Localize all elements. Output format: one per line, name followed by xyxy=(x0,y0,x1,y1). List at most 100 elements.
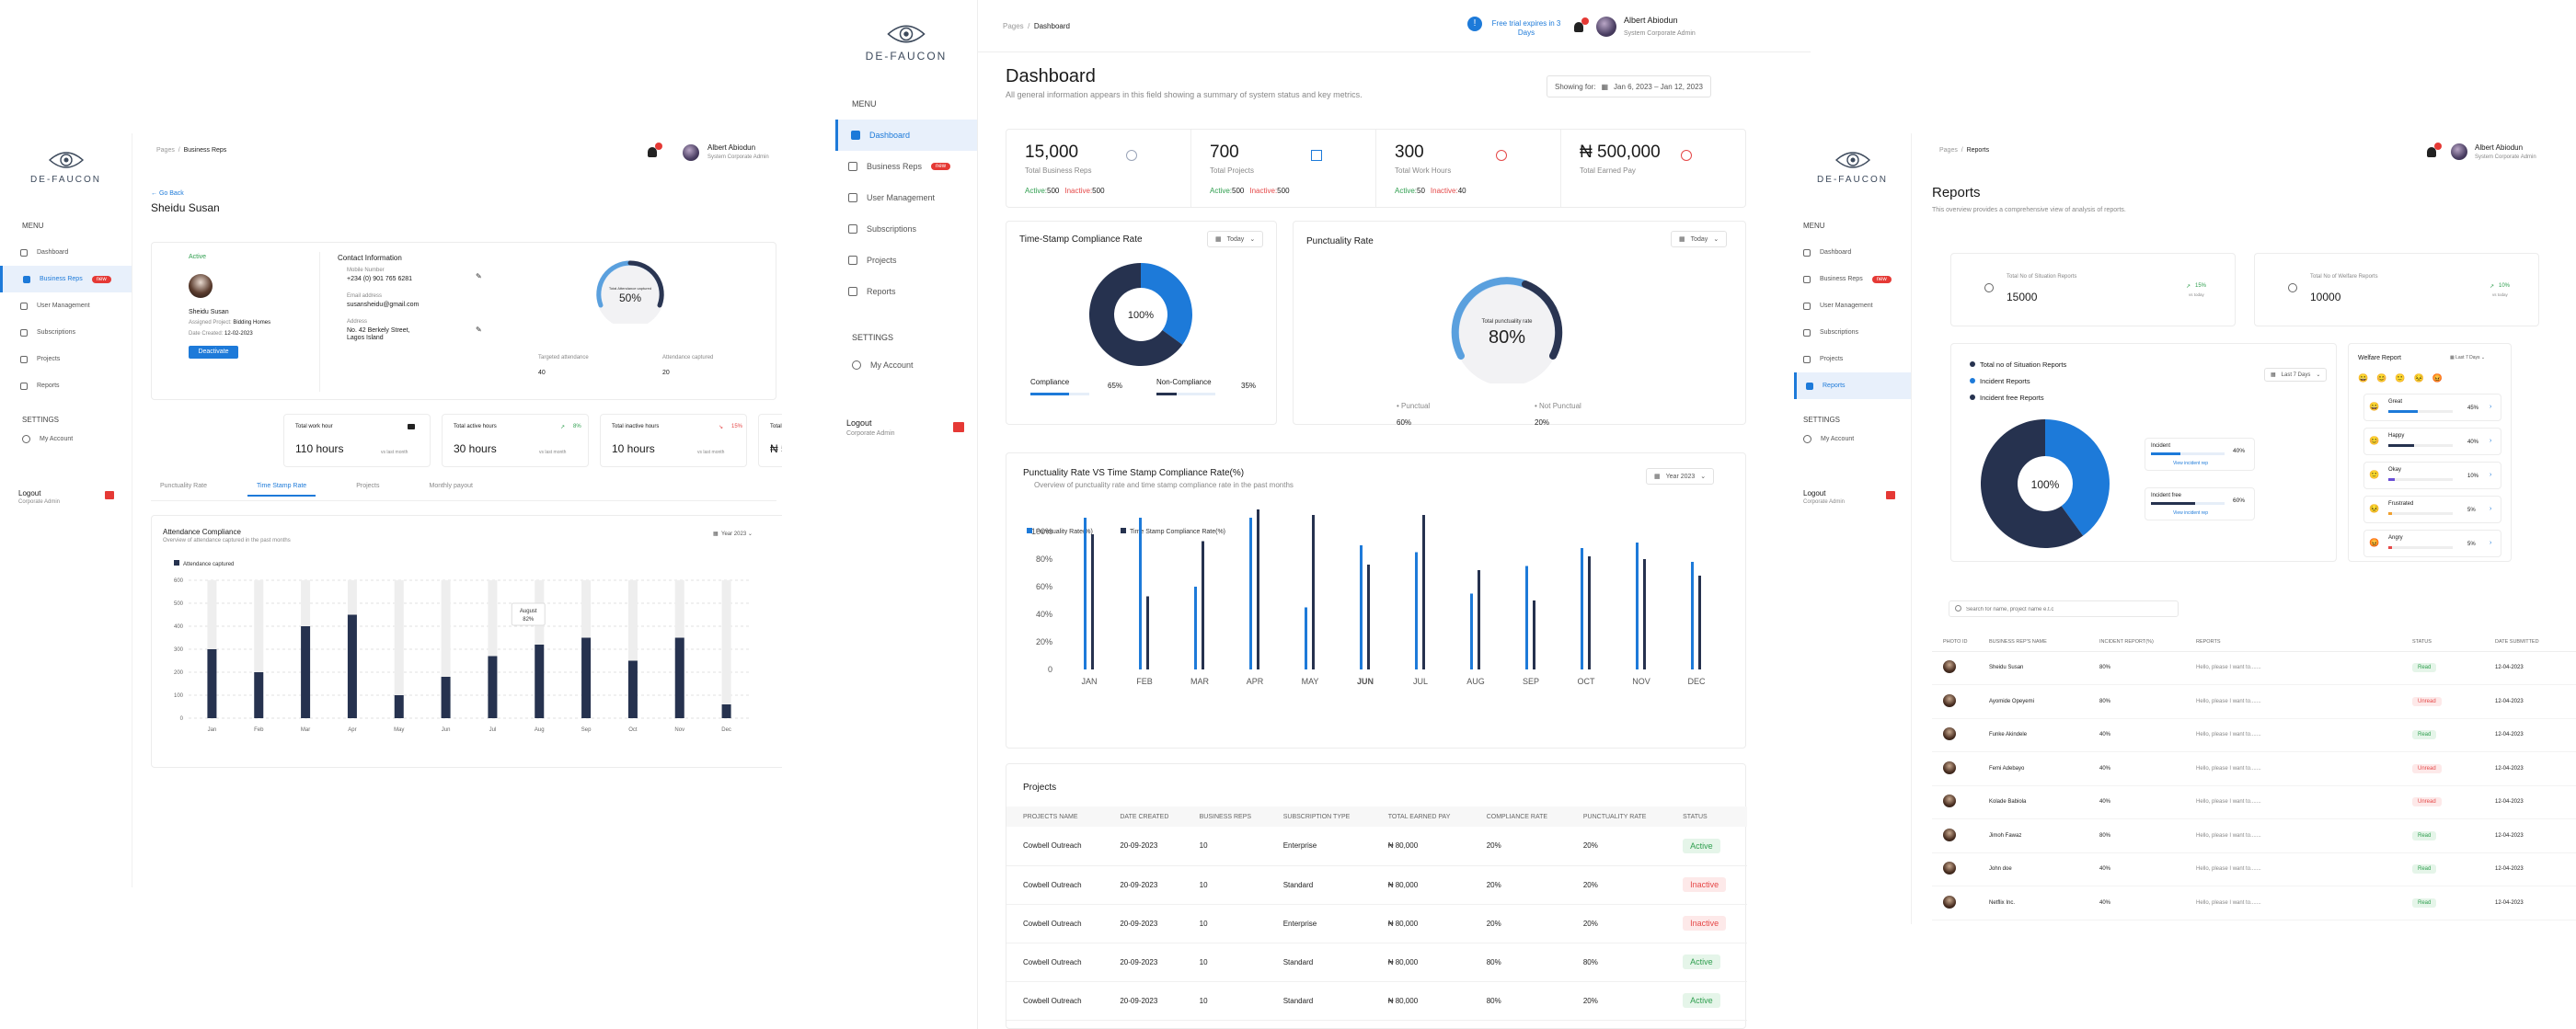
chevron-right-icon[interactable]: › xyxy=(2490,540,2492,546)
table-row[interactable]: Femi Adebayo 40% Hello, please I want to..… xyxy=(1932,752,2576,785)
punctuality-gauge: Total punctuality rate 80% xyxy=(1451,277,1563,383)
breadcrumb: Pages / Reports xyxy=(1939,147,1990,154)
x-tick-label: JAN xyxy=(1081,677,1097,686)
table-row[interactable]: Funke Akindele 40% Hello, please I want to… xyxy=(1932,718,2576,752)
go-back-link[interactable]: ← Go Back xyxy=(151,190,184,197)
column-header: REPORTS xyxy=(2196,638,2221,645)
logout-block[interactable]: Logout Corporate Admin xyxy=(846,418,964,437)
nav-reports[interactable]: Reports xyxy=(1794,372,1911,399)
welfare-label: Okay xyxy=(2388,467,2402,473)
chevron-right-icon[interactable]: › xyxy=(2490,506,2492,512)
bar-background xyxy=(627,580,638,718)
ts-title: Time-Stamp Compliance Rate xyxy=(1019,234,1143,245)
photo-avatar xyxy=(1943,660,1956,674)
incident-free-bar xyxy=(2151,502,2225,505)
avatar[interactable] xyxy=(1596,17,1616,37)
bar xyxy=(1146,596,1149,669)
users-icon xyxy=(1984,283,1994,292)
column-header[interactable]: BUSINESS REP'S NAME xyxy=(1989,638,2047,645)
bar xyxy=(1470,593,1473,669)
pr-filter[interactable]: ▦ Today ⌄ xyxy=(1671,231,1728,247)
incident-free-link[interactable]: View incident rep xyxy=(2173,510,2208,516)
tab-punctuality-rate[interactable]: Punctuality Rate xyxy=(160,483,207,489)
x-tick-label: JUN xyxy=(1357,677,1374,686)
chevron-right-icon[interactable]: › xyxy=(2490,438,2492,444)
nav-subscriptions[interactable]: Subscriptions xyxy=(835,213,977,245)
chevron-right-icon[interactable]: › xyxy=(2490,404,2492,410)
notification-bell-icon[interactable] xyxy=(1574,17,1589,32)
table-row[interactable]: Ayomide Opeyemi 80% Hello, please I want t… xyxy=(1932,685,2576,718)
avatar[interactable] xyxy=(2451,143,2467,160)
nav-business-reps[interactable]: Business Reps new xyxy=(835,151,977,182)
table-row[interactable]: Sheidu Susan 80% Hello, please I want to..… xyxy=(1932,651,2576,685)
notification-bell-icon[interactable] xyxy=(648,143,662,157)
table-row[interactable]: Cowbell Outreach 20-09-2023 10 Enterprise ₦ … xyxy=(1006,904,1747,943)
incident-link[interactable]: View incident rep xyxy=(2173,461,2208,466)
welfare-label: Frustrated xyxy=(2388,501,2414,507)
avatar[interactable] xyxy=(683,144,699,161)
column-header: COMPLIANCE RATE xyxy=(1486,813,1548,820)
kpi-note: vs today xyxy=(2492,292,2508,297)
tab-monthly-payout[interactable]: Monthly payout xyxy=(429,483,473,489)
welfare-filter[interactable]: ▦ Last 7 Days ⌄ xyxy=(2450,355,2486,360)
nav-user-management[interactable]: User Management xyxy=(1794,292,1911,319)
logout-icon[interactable] xyxy=(1886,491,1895,499)
donut-filter[interactable]: ▦ Last 7 Days ⌄ xyxy=(2264,368,2328,382)
nav-dashboard[interactable]: Dashboard xyxy=(835,120,977,151)
nav-user-management[interactable]: User Management xyxy=(0,292,132,319)
nav-reports[interactable]: Reports xyxy=(835,276,977,307)
nav-my-account[interactable]: My Account xyxy=(835,351,977,379)
logout-icon[interactable] xyxy=(105,491,114,499)
bar xyxy=(1581,548,1583,669)
edit-icon[interactable]: ✎ xyxy=(476,326,482,334)
nav-reports[interactable]: Reports xyxy=(0,372,132,399)
table-row[interactable]: John doe 40% Hello, please I want to......… xyxy=(1932,852,2576,886)
y-tick-label: 0 xyxy=(180,716,184,722)
chevron-right-icon[interactable]: › xyxy=(2490,472,2492,478)
nav-subscriptions[interactable]: Subscriptions xyxy=(0,319,132,346)
table-cell: 20-09-2023 xyxy=(1120,996,1158,1005)
x-tick-label: Apr xyxy=(348,727,356,733)
table-row[interactable]: Cowbell Outreach 20-09-2023 10 Standard ₦ 80… xyxy=(1006,943,1747,981)
tab-time-stamp-rate[interactable]: Time Stamp Rate xyxy=(247,483,316,497)
nav-user-management[interactable]: User Management xyxy=(835,182,977,213)
combo-filter[interactable]: ▦ Year 2023 ⌄ xyxy=(1646,468,1715,485)
tab-projects[interactable]: Projects xyxy=(356,483,380,489)
table-row[interactable]: Jimoh Fawaz 80% Hello, please I want to...… xyxy=(1932,819,2576,852)
table-row[interactable]: Cowbell Outreach 20-09-2023 10 Standard ₦ 80… xyxy=(1006,865,1747,904)
table-row[interactable]: Netflix Inc. 40% Hello, please I want to..… xyxy=(1932,886,2576,920)
table-row[interactable]: Kolade Babiola 40% Hello, please I want to… xyxy=(1932,785,2576,819)
date-range-picker[interactable]: Showing for: ▦ Jan 6, 2023 – Jan 12, 2023 xyxy=(1547,75,1711,97)
rep-project: Assigned Project: Bidding Homes xyxy=(189,320,271,326)
nav-subscriptions[interactable]: Subscriptions xyxy=(1794,319,1911,346)
reports-donut: 100% xyxy=(1981,419,2110,548)
nav-business-reps[interactable]: Business Reps new xyxy=(0,266,132,292)
table-row[interactable]: Cowbell Outreach 20-09-2023 10 Enterprise ₦ … xyxy=(1006,827,1747,865)
column-header[interactable]: PROJECTS NAME xyxy=(1023,813,1078,820)
logout-block[interactable]: Logout Corporate Admin xyxy=(1803,489,1895,505)
pr-center-label: Total punctuality rate xyxy=(1481,319,1533,325)
nav-business-reps[interactable]: Business Reps new xyxy=(1794,266,1911,292)
nav-my-account[interactable]: My Account xyxy=(1794,429,1911,449)
nav-projects[interactable]: Projects xyxy=(1794,346,1911,372)
nav-my-account[interactable]: My Account xyxy=(0,429,132,449)
nav-projects[interactable]: Projects xyxy=(0,346,132,372)
deactivate-button[interactable]: Deactivate xyxy=(189,346,238,359)
kpi-value: ₦ 500,000 xyxy=(1580,143,1661,162)
nav-dashboard[interactable]: Dashboard xyxy=(0,239,132,266)
eye-logo-icon xyxy=(1834,152,1870,168)
logout-icon[interactable] xyxy=(953,422,964,432)
ts-filter[interactable]: ▦ Today ⌄ xyxy=(1207,231,1264,247)
search-input[interactable] xyxy=(1966,603,2172,615)
status-badge: Active xyxy=(1683,993,1720,1008)
nav-dashboard[interactable]: Dashboard xyxy=(1794,239,1911,266)
table-row[interactable]: Cowbell Outreach 20-09-2023 10 Standard ₦ 80… xyxy=(1006,981,1747,1020)
year-filter[interactable]: ▦ Year 2023 ⌄ xyxy=(713,532,753,537)
status-label: Active xyxy=(189,254,207,260)
notification-bell-icon[interactable] xyxy=(2427,143,2442,157)
nav-projects[interactable]: Projects xyxy=(835,245,977,276)
eye-logo-icon xyxy=(48,152,84,168)
edit-icon[interactable]: ✎ xyxy=(476,272,482,280)
search-bar[interactable] xyxy=(1949,600,2179,617)
logout-block[interactable]: Logout Corporate Admin xyxy=(18,489,114,505)
